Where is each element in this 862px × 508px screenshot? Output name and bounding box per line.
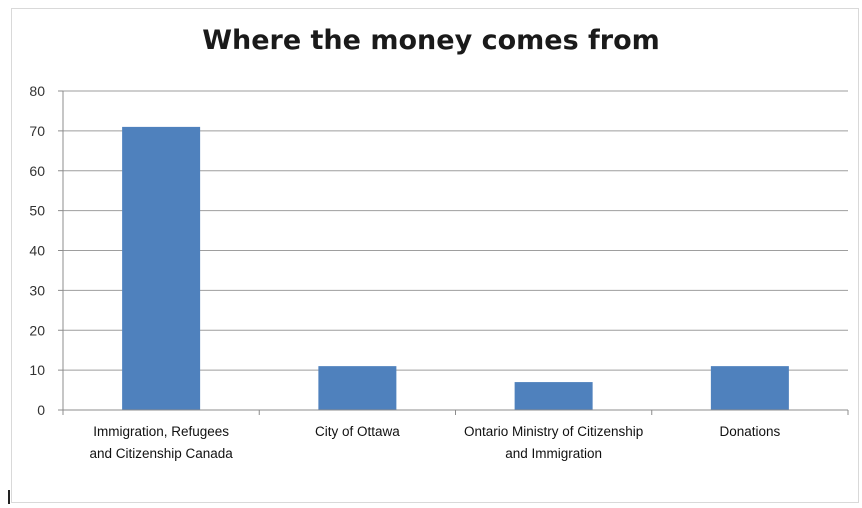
y-tick-label: 10 [29,362,45,378]
x-category-label: and Citizenship Canada [89,446,233,461]
y-tick-label: 60 [29,163,45,179]
y-tick-label: 50 [29,203,45,219]
y-tick-label: 80 [29,83,45,99]
y-tick-label: 30 [29,282,45,298]
x-category-label: Ontario Ministry of Citizenship [464,424,643,439]
x-category-label: Immigration, Refugees [93,424,229,439]
chart-title: Where the money comes from [202,25,660,56]
x-category-label: Donations [719,424,780,439]
y-tick-label: 70 [29,123,45,139]
bar [514,382,593,410]
bar [710,366,789,410]
x-category-label: and Immigration [505,446,602,461]
y-tick-label: 20 [29,322,45,338]
bar [318,366,397,410]
y-tick-label: 0 [37,402,45,418]
x-category-label: City of Ottawa [315,424,400,439]
y-tick-label: 40 [29,243,45,259]
edge-mark [8,490,10,504]
bar [122,126,201,410]
